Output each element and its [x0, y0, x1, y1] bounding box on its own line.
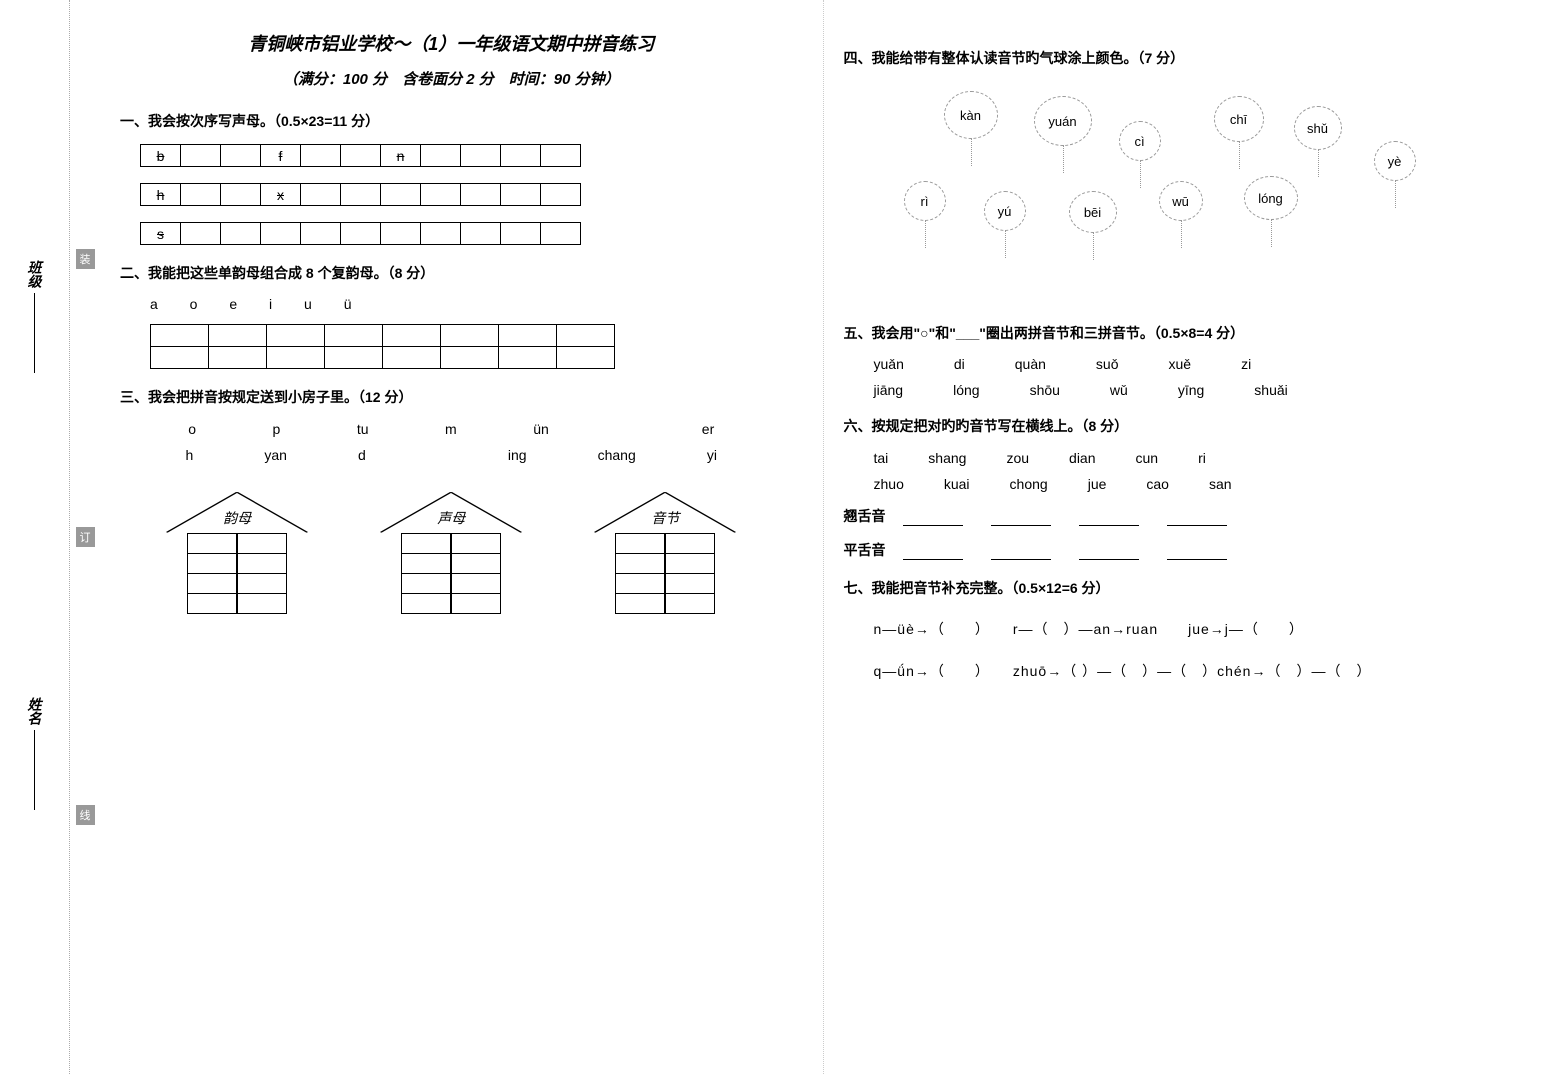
q4-heading: 四、我能给带有整体认读音节旳气球涂上颜色。（7 分） [844, 46, 1507, 71]
binding-gutter: 装 订 线 [70, 0, 100, 1074]
balloon: shǔ [1294, 106, 1342, 150]
pinyin-word: cao [1146, 476, 1169, 492]
house: 韵母 [167, 493, 307, 614]
q1-row: hx [140, 183, 581, 206]
pinyin-word: jiāng [874, 382, 904, 398]
q2-heading: 二、我能把这些单韵母组合成 8 个复韵母。（8 分） [120, 261, 783, 286]
balloon: rì [904, 181, 946, 221]
balloon: cì [1119, 121, 1161, 161]
pinyin-item: h [186, 447, 194, 463]
pinyin-word: zou [1006, 450, 1029, 466]
pinyin-word: cun [1136, 450, 1159, 466]
q7-line1: n—üè→（ ） r—（ ）—an→ruan jue→j—（ ） [874, 615, 1507, 643]
class-field: 班级 [25, 260, 45, 378]
q2-letters: a o e i u ü [150, 296, 783, 312]
pinyin-word: zhuo [874, 476, 904, 492]
pinyin-word: shuǎi [1254, 382, 1287, 398]
house-roof-label: 声母 [431, 508, 471, 528]
pinyin-item: ing [508, 447, 527, 463]
q6-heading: 六、按规定把对旳旳音节写在横线上。（8 分） [844, 414, 1507, 439]
pinyin-word: tai [874, 450, 889, 466]
q3-items-bot: h yan d ing chang yi [150, 447, 753, 463]
pinyin-item: p [273, 421, 281, 437]
pinyin-item: ün [533, 421, 549, 437]
pinyin-item: m [445, 421, 457, 437]
q5-line2: jiāng lóng shōu wǔ yīng shuǎi [874, 382, 1507, 398]
house-roof-label: 韵母 [217, 508, 257, 528]
pinyin-word: yīng [1178, 382, 1204, 398]
balloon: yè [1374, 141, 1416, 181]
q6-line2: zhuo kuai chong jue cao san [874, 476, 1507, 492]
pinyin-word: shang [928, 450, 966, 466]
q3-items-top: o p tu m ün er [150, 421, 753, 437]
q6-qiao: 翘舌音 [844, 506, 1507, 526]
pinyin-word: quàn [1015, 356, 1046, 372]
gutter-tag-3: 线 [76, 805, 95, 825]
q1-heading: 一、我会按次序写声母。（0.5×23=11 分） [120, 109, 783, 134]
pinyin-item: yan [264, 447, 287, 463]
pinyin-word: shōu [1030, 382, 1060, 398]
pinyin-word: kuai [944, 476, 970, 492]
pinyin-word: suǒ [1096, 356, 1119, 372]
q5-line1: yuǎn di quàn suǒ xuě zi [874, 356, 1507, 372]
gutter-tag-2: 订 [76, 527, 95, 547]
q7-heading: 七、我能把音节补充完整。（0.5×12=6 分） [844, 576, 1507, 601]
q3-houses: 韵母 声母 音节 [130, 493, 773, 614]
page-title: 青铜峡市铝业学校～（1）一年级语文期中拼音练习 [120, 30, 783, 56]
q2-grid [150, 324, 615, 369]
left-page: 青铜峡市铝业学校～（1）一年级语文期中拼音练习 （满分：100 分 含卷面分 2… [100, 0, 824, 1074]
pinyin-item: o [188, 421, 196, 437]
q6-label-qiao: 翘舌音 [844, 508, 886, 524]
pinyin-word: xuě [1169, 356, 1192, 372]
page-subtitle: （满分：100 分 含卷面分 2 分 时间：90 分钟） [120, 68, 783, 89]
balloon: yú [984, 191, 1026, 231]
pinyin-item: yi [707, 447, 717, 463]
house: 音节 [595, 493, 735, 614]
balloon: yuán [1034, 96, 1092, 146]
pinyin-word: wǔ [1110, 382, 1128, 398]
pinyin-word: san [1209, 476, 1232, 492]
q1-row: s [140, 222, 581, 245]
q1-row: bfn [140, 144, 581, 167]
q6-label-ping: 平舌音 [844, 542, 886, 558]
name-label: 姓名 [25, 697, 45, 725]
pinyin-word: ri [1198, 450, 1206, 466]
pinyin-item: d [358, 447, 366, 463]
q4-balloons: kànyuáncì chīshǔyè rìyú bēi wū lóng [884, 81, 1467, 301]
q6-line1: tai shang zou dian cun ri [874, 450, 1507, 466]
right-page: 四、我能给带有整体认读音节旳气球涂上颜色。（7 分） kànyuáncìchīs… [824, 0, 1546, 1074]
pinyin-word: dian [1069, 450, 1095, 466]
class-label: 班级 [25, 260, 45, 288]
gutter-tag-1: 装 [76, 249, 95, 269]
q3-heading: 三、我会把拼音按规定送到小房子里。（12 分） [120, 385, 783, 410]
binding-sidebar: 班级 姓名 [0, 0, 70, 1074]
pinyin-word: jue [1088, 476, 1107, 492]
pinyin-word: zi [1241, 356, 1251, 372]
pinyin-item: chang [598, 447, 636, 463]
balloon: chī [1214, 96, 1264, 142]
pinyin-word: yuǎn [874, 356, 904, 372]
name-field: 姓名 [25, 697, 45, 815]
q1-grid-area: bfn hx s [120, 144, 783, 245]
pinyin-word: di [954, 356, 965, 372]
house: 声母 [381, 493, 521, 614]
pinyin-word: chong [1010, 476, 1048, 492]
balloon: kàn [944, 91, 998, 139]
pinyin-item: er [702, 421, 714, 437]
q6-ping: 平舌音 [844, 540, 1507, 560]
pinyin-item: tu [357, 421, 369, 437]
house-roof-label: 音节 [645, 508, 685, 528]
balloon: lóng [1244, 176, 1298, 220]
balloon: bēi [1069, 191, 1117, 233]
pinyin-word: lóng [953, 382, 979, 398]
balloon: wū [1159, 181, 1203, 221]
q5-heading: 五、我会用"○"和"___"圈出两拼音节和三拼音节。（0.5×8=4 分） [844, 321, 1507, 346]
q7-line2: q—ǘn→（ ） zhuō→（ ）—（ ）—（ ）chén→（ ）—（ ） [874, 657, 1507, 685]
